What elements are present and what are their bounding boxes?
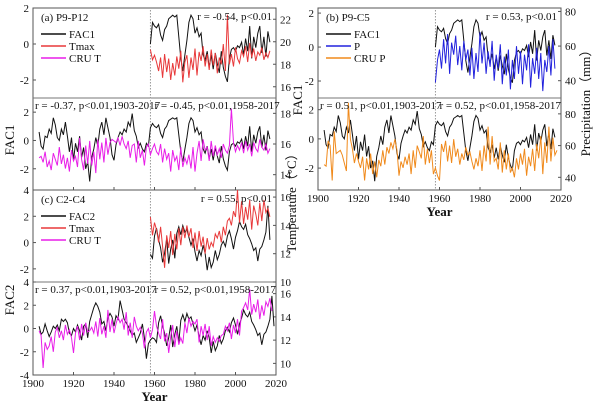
legend-label: Tmax [69,223,95,235]
x-tick-label: 2020 [265,378,288,390]
y-tick-label-right: 60 [565,41,577,53]
x-tick-label: 2020 [550,193,573,205]
x-axis-label: Year [427,204,453,219]
y-tick-label-left: -2 [20,75,29,87]
series-line-tmax [149,189,271,268]
correlation-annotation-full: r = 0.37, p<0.01,1903-2017 [35,284,157,296]
series-line-cru-p [323,102,558,181]
panel-label: (c) C2-C4 [41,194,86,206]
y-tick-label-right: 14 [280,170,292,182]
series-line-tmax [149,14,271,83]
y-tick-label-right: 10 [280,358,292,370]
panel-b: 1900 1920 1940 1960 1980 2000 2020YearFAC1-202… [290,6,577,219]
precipitation-axis-label: Precipitation（mm） [578,44,593,157]
legend-label: FAC2 [69,211,95,223]
y-tick-label-left: -4 [20,370,30,382]
x-tick-label: 1960 [429,193,452,205]
legend-label: FAC1 [69,29,95,41]
y-tick-label-left: 2 [24,300,30,312]
y-tick-label-right: 20 [280,37,292,49]
x-tick-label: 1900 [307,193,330,205]
y-tick-label-left: -2 [305,76,314,88]
correlation-annotation: r = 0.55, p<0.01 [201,193,272,205]
x-tick-label: 1940 [103,378,126,390]
temperature-axis-label: Temperature（°C） [284,147,299,252]
series-line-fac1 [323,111,556,182]
y-tick-label-right: 16 [280,192,292,204]
legend-label: CRU P [354,53,386,65]
x-tick-label: 1960 [144,378,167,390]
y-tick-label-right: 16 [280,82,292,94]
y-tick-label-left: 4 [24,277,30,289]
y-tick-label-left: 4 [24,185,30,197]
x-tick-label: 2000 [510,193,533,205]
series-line-cru-t [38,288,273,369]
panel-label: (a) P9-P12 [41,12,88,24]
y-tick-label-left: 2 [24,211,30,223]
y-tick-label-left: -2 [20,164,29,176]
x-axis-label: Year [142,389,168,404]
correlation-annotation-recent: r = 0.52, p<0.01,1958-2017 [439,100,561,112]
series-line-cru-t [38,108,271,174]
y-tick-label-right: 12 [280,249,291,261]
x-tick-label: 2000 [225,378,248,390]
legend-label: CRU T [69,53,101,65]
legend-label: P [354,41,360,53]
y-tick-label-right: 80 [565,6,577,18]
y-tick-label-left: 0 [24,238,30,250]
series-line-fac2 [149,205,271,271]
series-line-fac1 [149,13,271,82]
y-tick-label-left: -2 [305,163,314,175]
y-tick-label-right: 16 [280,139,292,151]
correlation-annotation: r = 0.53, p<0.01 [486,11,557,23]
x-tick-label: 1900 [22,378,45,390]
y-tick-label-right: 80 [565,109,577,121]
correlation-annotation: r = -0.54, p<0.01 [197,11,272,23]
panel-label: (b) P9-C5 [326,12,370,24]
panel-c: 1900 1920 1940 1960 1980 2000 2020YearFAC2-202… [2,185,292,404]
correlation-annotation-recent: r = 0.52, p<0.01,1958-2017 [154,284,276,296]
y-tick-label-right: 14 [280,220,292,232]
y-tick-label-left: 2 [309,8,315,20]
x-tick-label: 1940 [388,193,411,205]
y-tick-label-left: 0 [24,135,30,147]
y-tick-label-right: 16 [280,289,292,301]
y-tick-label-left: 0 [24,324,30,336]
y-axis-label: FAC1 [290,85,305,116]
y-tick-label-left: 2 [309,105,315,117]
y-tick-label-left: -2 [20,347,29,359]
legend-label: FAC1 [354,29,380,41]
y-axis-label: FAC2 [2,285,17,316]
y-tick-label-left: 0 [309,134,315,146]
correlation-annotation-recent: r = -0.45, p<0.01,1958-2017 [154,100,280,112]
y-tick-label-right: 40 [565,172,577,184]
y-tick-label-right: 12 [280,335,291,347]
x-tick-label: 1980 [184,378,207,390]
x-tick-label: 1920 [63,378,86,390]
y-tick-label-right: 18 [280,108,292,120]
legend-label: CRU T [69,235,101,247]
x-tick-label: 1920 [348,193,371,205]
series-line-fac2 [38,295,275,359]
correlation-annotation-full: r = -0.37, p<0.01,1903-2017 [35,100,161,112]
series-line-fac1 [38,113,271,182]
y-tick-label-left: 2 [24,3,30,15]
y-tick-label-right: 10 [280,277,292,289]
x-tick-label: 1980 [469,193,492,205]
y-axis-label: FAC1 [2,125,17,156]
correlation-annotation-full: r = 0.51, p<0.01,1903-2017 [320,100,442,112]
y-tick-label-right: 40 [565,76,577,88]
legend-label: Tmax [69,41,95,53]
y-tick-label-right: 18 [280,59,292,71]
y-tick-label-right: 14 [280,312,292,324]
y-tick-label-right: 22 [280,14,291,26]
y-tick-label-left: 2 [24,107,30,119]
y-tick-label-right: 60 [565,141,577,153]
y-tick-label-left: 0 [309,42,315,54]
y-tick-label-left: -2 [20,264,29,276]
y-tick-label-left: 0 [24,39,30,51]
series-line-p [434,32,556,92]
